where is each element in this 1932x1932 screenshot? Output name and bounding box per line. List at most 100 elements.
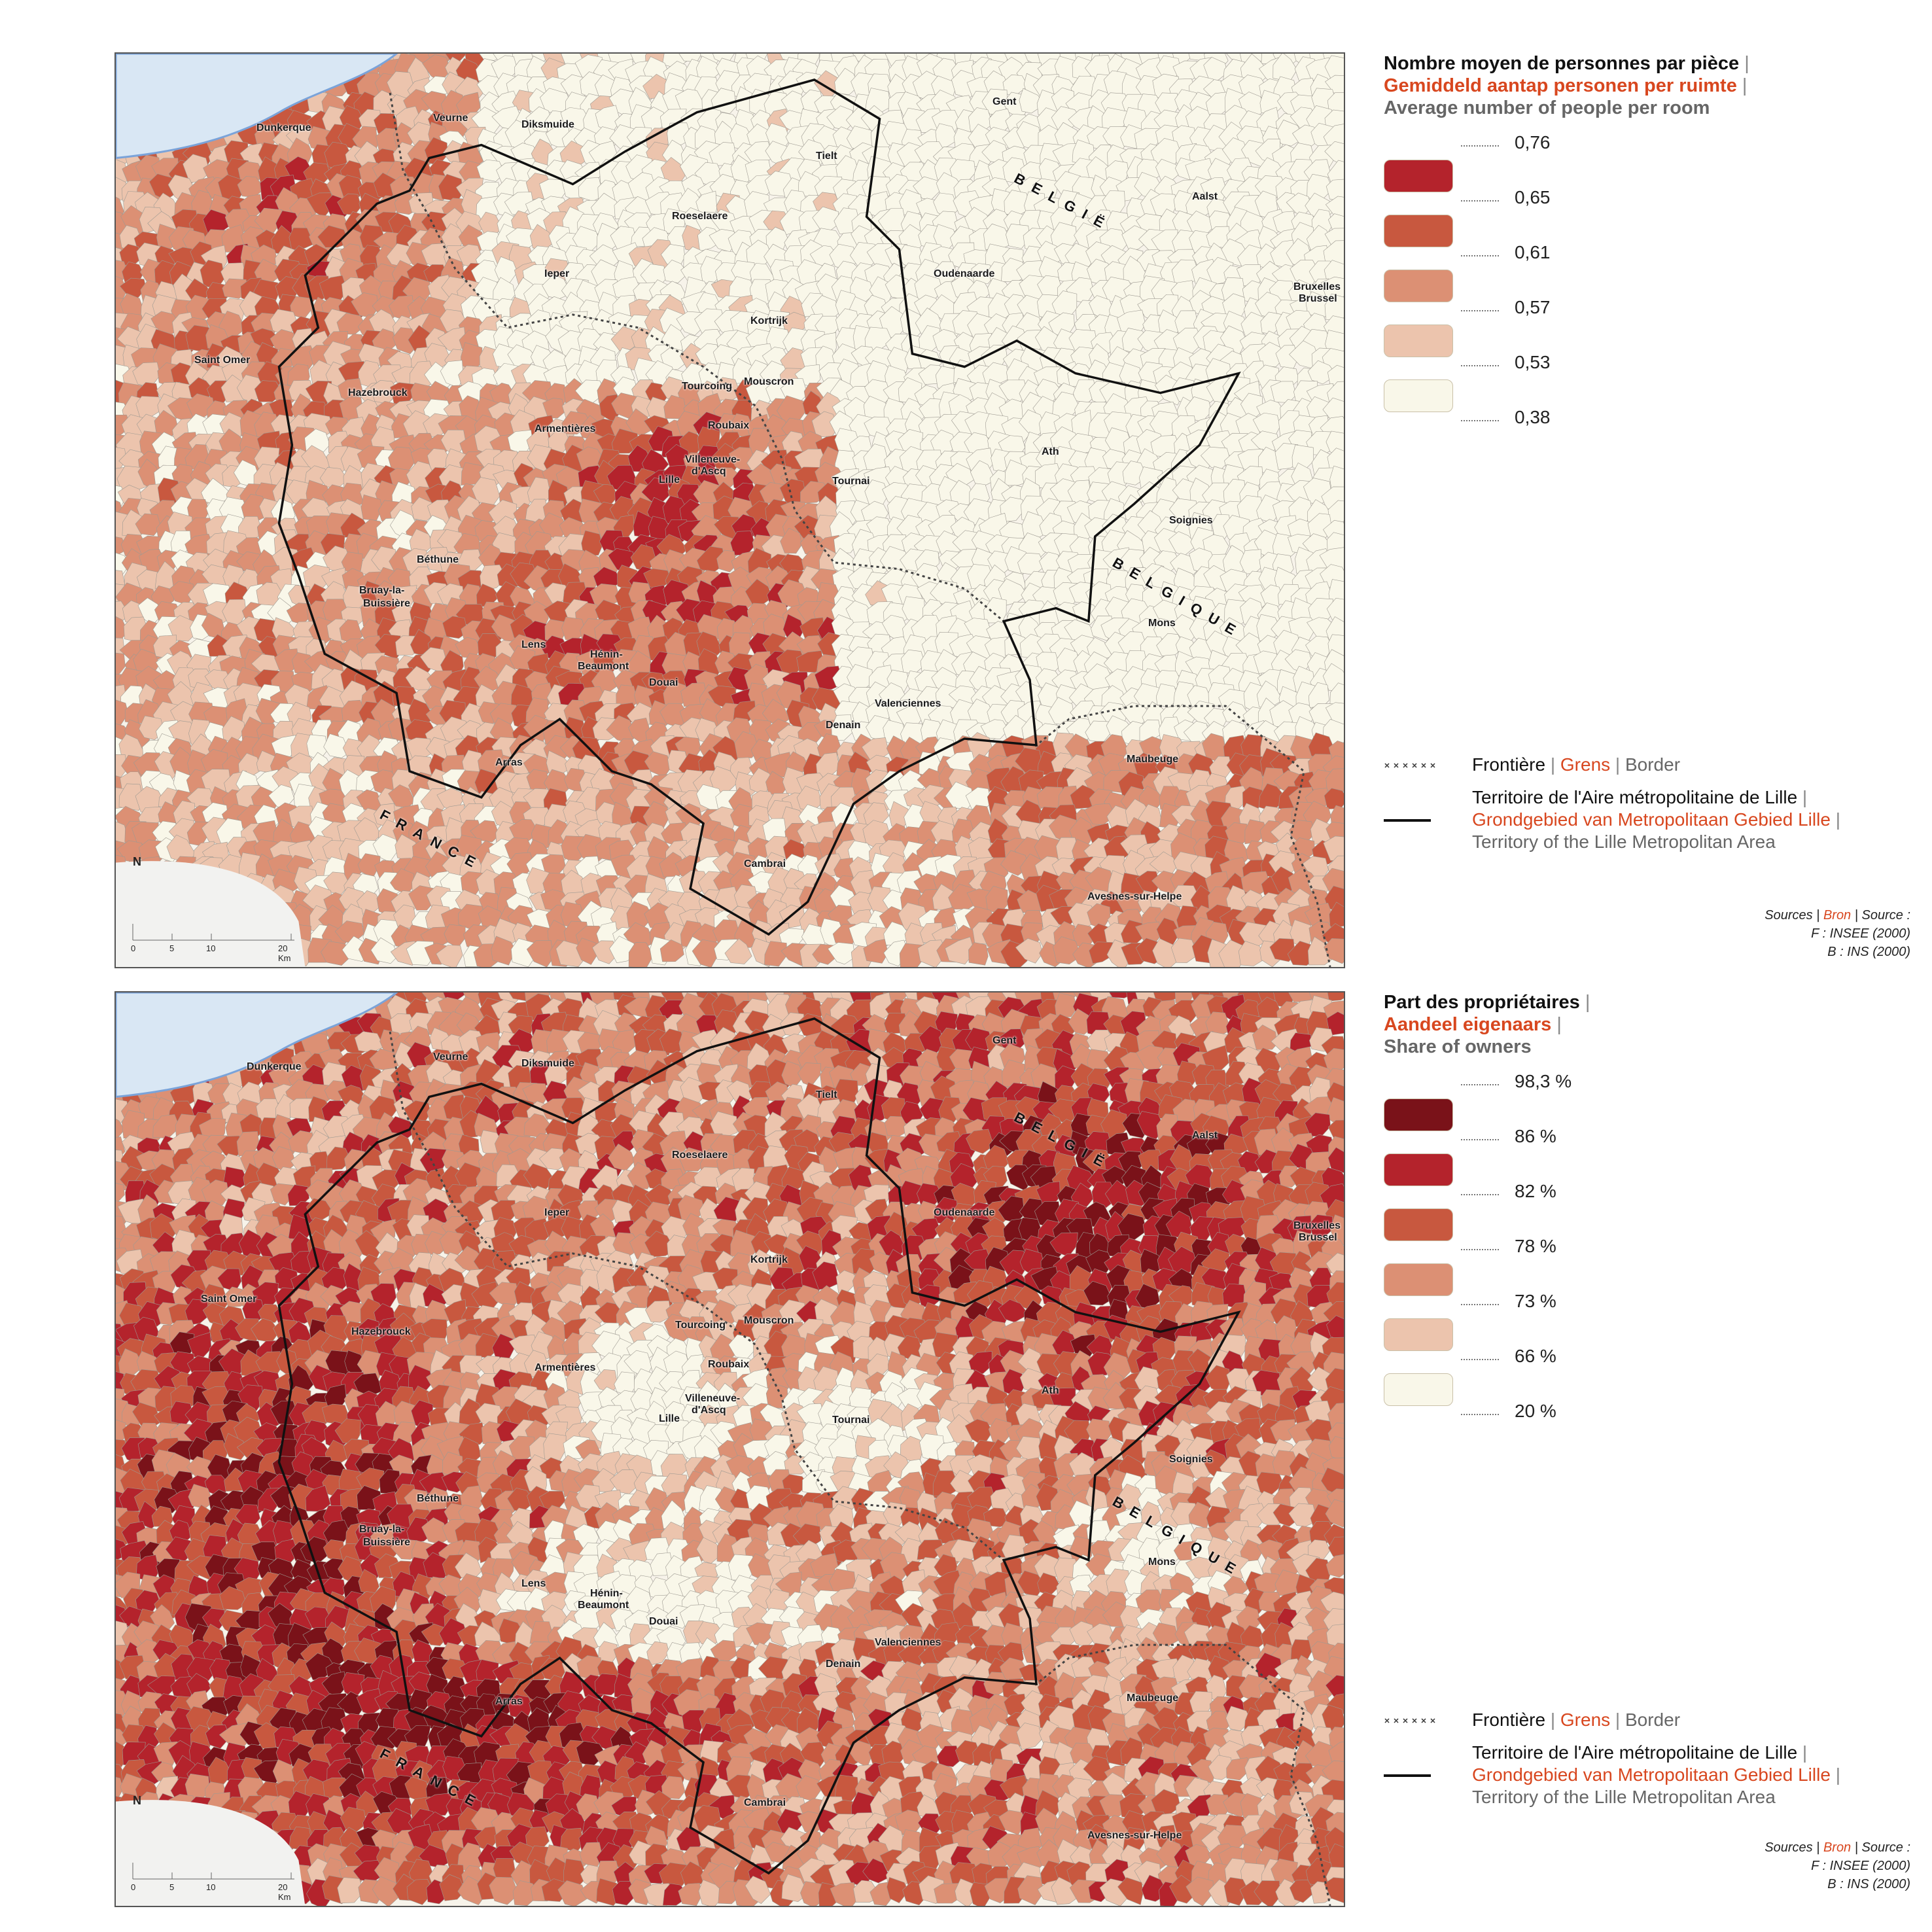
label-roeselaere: Roeselaere: [672, 1150, 728, 1161]
border-label-nl: Grens: [1560, 754, 1611, 775]
label-tielt: Tielt: [816, 150, 837, 162]
legend-title-nl: Aandeel eigenaars: [1384, 1014, 1552, 1035]
sources-label-nl: Bron: [1823, 1840, 1852, 1855]
label-villeneuve-2: d'Ascq: [692, 466, 726, 477]
label-ath: Ath: [1042, 446, 1059, 457]
label-avesnes: Avesnes-sur-Helpe: [1087, 891, 1182, 902]
legend-sep: |: [1854, 908, 1858, 922]
label-saint-omer: Saint Omer: [201, 1293, 257, 1305]
legend-break: 0,38: [1515, 407, 1551, 427]
label-villeneuve-1: Villeneuve-: [685, 1393, 741, 1404]
legend-sep: |: [1854, 1840, 1858, 1855]
label-hazebrouck: Hazebrouck: [348, 387, 408, 398]
legend-break: 20 %: [1515, 1401, 1556, 1421]
label-lille: Lille: [659, 474, 680, 485]
label-bruay-1: Bruay-la-: [359, 585, 405, 596]
border-label-en: Border: [1625, 1710, 1681, 1730]
label-gent: Gent: [992, 96, 1017, 107]
label-brussel: Brussel: [1299, 1232, 1337, 1243]
choropleth-persons-per-room: [116, 54, 1344, 967]
label-bruxelles: Bruxelles: [1293, 1220, 1341, 1231]
label-lille: Lille: [659, 1413, 680, 1424]
sources-1: Sources | Bron | Source : F : INSEE (200…: [1570, 906, 1910, 961]
sources-label-nl: Bron: [1823, 908, 1852, 922]
label-dunkerque: Dunkerque: [247, 1061, 302, 1072]
label-villeneuve-1: Villeneuve-: [685, 454, 741, 465]
line-legend-2: Frontière | Grens | Border Territoire de…: [1384, 1709, 1907, 1814]
legend-swatch-class-6: [1384, 1373, 1453, 1406]
legend-swatch-class-2: [1384, 1153, 1453, 1186]
label-maubeuge: Maubeuge: [1127, 1693, 1179, 1704]
legend-break: 86 %: [1515, 1126, 1556, 1146]
label-roeselaere: Roeselaere: [672, 211, 728, 222]
legend-swatch-class-5: [1384, 1318, 1453, 1351]
territory-symbol: [1384, 1774, 1431, 1777]
legend-swatch-class-4: [1384, 1263, 1453, 1296]
scale-tick-0: 0: [131, 943, 136, 953]
legend-swatch-class-3: [1384, 1208, 1453, 1241]
north-arrow: N: [133, 1794, 141, 1807]
metropolitan-area-boundary: [277, 1017, 1241, 1875]
label-douai: Douai: [649, 1616, 678, 1627]
label-ieper: Ieper: [544, 268, 570, 279]
label-mouscron: Mouscron: [744, 376, 794, 387]
label-tourcoing: Tourcoing: [682, 381, 733, 392]
legend-sep: |: [1550, 754, 1556, 775]
label-villeneuve-2: d'Ascq: [692, 1405, 726, 1416]
choropleth-share-of-owners: [116, 992, 1344, 1906]
label-lens: Lens: [521, 639, 546, 650]
legend-break: 0,57: [1515, 297, 1551, 317]
scale-tick-20: 20 Km: [278, 943, 291, 963]
outside-area: [116, 1800, 306, 1906]
label-henin-2: Beaumont: [578, 661, 629, 672]
label-henin-1: Hénin-: [590, 1588, 623, 1599]
legend-sep: |: [1802, 787, 1808, 807]
label-hazebrouck: Hazebrouck: [351, 1326, 411, 1337]
label-lens: Lens: [521, 1578, 546, 1589]
sources-label-en: Source :: [1861, 1840, 1910, 1855]
territory-label-fr: Territoire de l'Aire métropolitaine de L…: [1472, 787, 1798, 807]
map-persons-per-room[interactable]: Dunkerque Veurne Diksmuide Gent Tielt Aa…: [114, 52, 1345, 968]
label-bethune: Béthune: [417, 554, 459, 565]
label-aalst: Aalst: [1192, 1130, 1218, 1141]
legend-break: 66 %: [1515, 1346, 1556, 1366]
label-armentieres: Armentières: [535, 423, 596, 434]
label-valenciennes: Valenciennes: [875, 1637, 941, 1648]
legend-title-en: Share of owners: [1384, 1036, 1532, 1057]
territory-label-en: Territory of the Lille Metropolitan Area: [1472, 1787, 1776, 1807]
source-belgium: B : INS (2000): [1827, 1877, 1910, 1891]
legend-break: 0,65: [1515, 187, 1551, 207]
scale-tick-0: 0: [131, 1882, 136, 1892]
label-henin-1: Hénin-: [590, 649, 623, 660]
label-veurne: Veurne: [433, 113, 468, 124]
legend-swatch-class-1: [1384, 160, 1453, 192]
legend-break: 78 %: [1515, 1236, 1556, 1256]
label-tielt: Tielt: [816, 1089, 837, 1100]
legend-sep: |: [1550, 1710, 1556, 1730]
label-valenciennes: Valenciennes: [875, 698, 941, 709]
label-arras: Arras: [495, 757, 523, 768]
legend-persons-per-room: Nombre moyen de personnes par pièce | Ge…: [1384, 52, 1907, 472]
sources-label-fr: Sources: [1765, 908, 1813, 922]
scale-bar: 0 5 10 20 Km: [128, 1836, 298, 1902]
label-bruay-2: Buissière: [363, 598, 411, 609]
legend-sep: |: [1816, 908, 1820, 922]
legend-share-of-owners: Part des propriétaires | Aandeel eigenaa…: [1384, 991, 1907, 1464]
legend-break: 0,61: [1515, 242, 1551, 262]
sources-label-en: Source :: [1861, 908, 1910, 922]
label-saint-omer: Saint Omer: [194, 355, 251, 366]
legend-sep: |: [1802, 1742, 1808, 1763]
legend-break: 0,53: [1515, 352, 1551, 372]
metropolitan-area-boundary: [277, 79, 1241, 936]
scale-tick-5: 5: [169, 943, 175, 953]
legend-swatch-class-4: [1384, 325, 1453, 357]
label-ath: Ath: [1042, 1385, 1059, 1396]
legend-sep: |: [1585, 992, 1590, 1013]
source-belgium: B : INS (2000): [1827, 945, 1910, 959]
legend-sep: |: [1835, 1765, 1840, 1785]
territory-symbol: [1384, 819, 1431, 822]
label-mons: Mons: [1148, 618, 1176, 629]
map-share-of-owners[interactable]: Dunkerque Veurne Diksmuide Gent Tielt Aa…: [114, 991, 1345, 1907]
label-arras: Arras: [495, 1696, 523, 1707]
label-bruxelles: Bruxelles: [1293, 281, 1341, 292]
